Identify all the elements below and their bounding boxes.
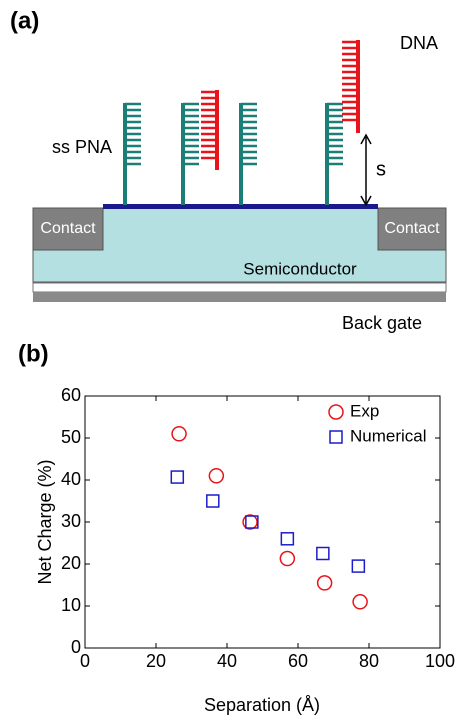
separation-label: s bbox=[376, 158, 386, 180]
dna-label: DNA bbox=[400, 33, 438, 53]
point bbox=[316, 546, 330, 561]
y-tick-label: 20 bbox=[61, 553, 81, 573]
contact bbox=[377, 207, 447, 251]
y-tick-label: 10 bbox=[61, 595, 81, 615]
x-tick-label: 100 bbox=[425, 651, 455, 671]
point bbox=[279, 550, 296, 567]
gate-oxide bbox=[103, 204, 378, 209]
y-tick-label: 50 bbox=[61, 427, 81, 447]
x-tick-label: 20 bbox=[146, 651, 166, 671]
x-tick-label: 80 bbox=[359, 651, 379, 671]
y-tick-label: 30 bbox=[61, 511, 81, 531]
semiconductor-label: Semiconductor bbox=[243, 259, 357, 278]
y-tick-label: 0 bbox=[71, 637, 81, 657]
x-tick-label: 60 bbox=[288, 651, 308, 671]
point bbox=[316, 575, 333, 591]
x-tick-label: 40 bbox=[217, 651, 237, 671]
point bbox=[208, 468, 225, 484]
point bbox=[171, 426, 187, 442]
contact-label: Contact bbox=[384, 220, 440, 237]
point bbox=[351, 559, 366, 573]
panel-label: (a) bbox=[10, 7, 39, 34]
y-tick-label: 40 bbox=[61, 469, 81, 489]
x-tick-label: 0 bbox=[80, 651, 90, 671]
pna-label: ss PNA bbox=[52, 137, 112, 157]
panel-label: (b) bbox=[18, 340, 49, 367]
contact-label: Contact bbox=[40, 220, 96, 237]
point bbox=[280, 532, 295, 546]
insulator bbox=[32, 282, 447, 293]
legend-marker bbox=[329, 430, 343, 444]
arrow-heads bbox=[360, 133, 372, 207]
legend-label: Numerical bbox=[350, 426, 427, 445]
point bbox=[206, 494, 220, 508]
point bbox=[170, 470, 185, 484]
contact bbox=[32, 207, 104, 251]
x-axis-label: Separation (Å) bbox=[204, 695, 320, 715]
legend-marker bbox=[328, 404, 344, 420]
point bbox=[352, 594, 368, 610]
legend-label: Exp bbox=[350, 401, 379, 420]
y-axis-label: Net Charge (%) bbox=[35, 459, 55, 584]
point bbox=[242, 514, 258, 530]
back-gate-label: Back gate bbox=[342, 313, 422, 333]
y-tick-label: 60 bbox=[61, 385, 81, 405]
back-gate bbox=[33, 292, 446, 302]
point bbox=[245, 515, 259, 529]
